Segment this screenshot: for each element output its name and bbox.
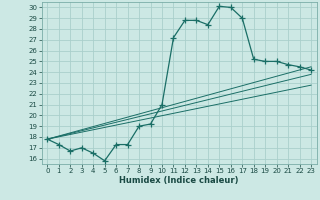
X-axis label: Humidex (Indice chaleur): Humidex (Indice chaleur) bbox=[119, 176, 239, 185]
